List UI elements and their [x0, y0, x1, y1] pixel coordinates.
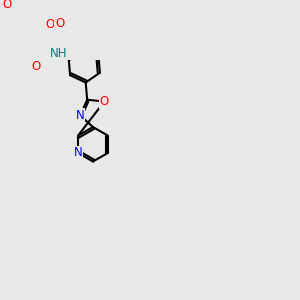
Text: N: N [76, 109, 85, 122]
Text: N: N [74, 146, 82, 159]
Text: O: O [2, 0, 11, 11]
Text: NH: NH [50, 47, 68, 60]
Text: O: O [55, 17, 64, 30]
Text: O: O [100, 95, 109, 108]
Text: O: O [32, 60, 41, 73]
Text: O: O [45, 18, 54, 31]
